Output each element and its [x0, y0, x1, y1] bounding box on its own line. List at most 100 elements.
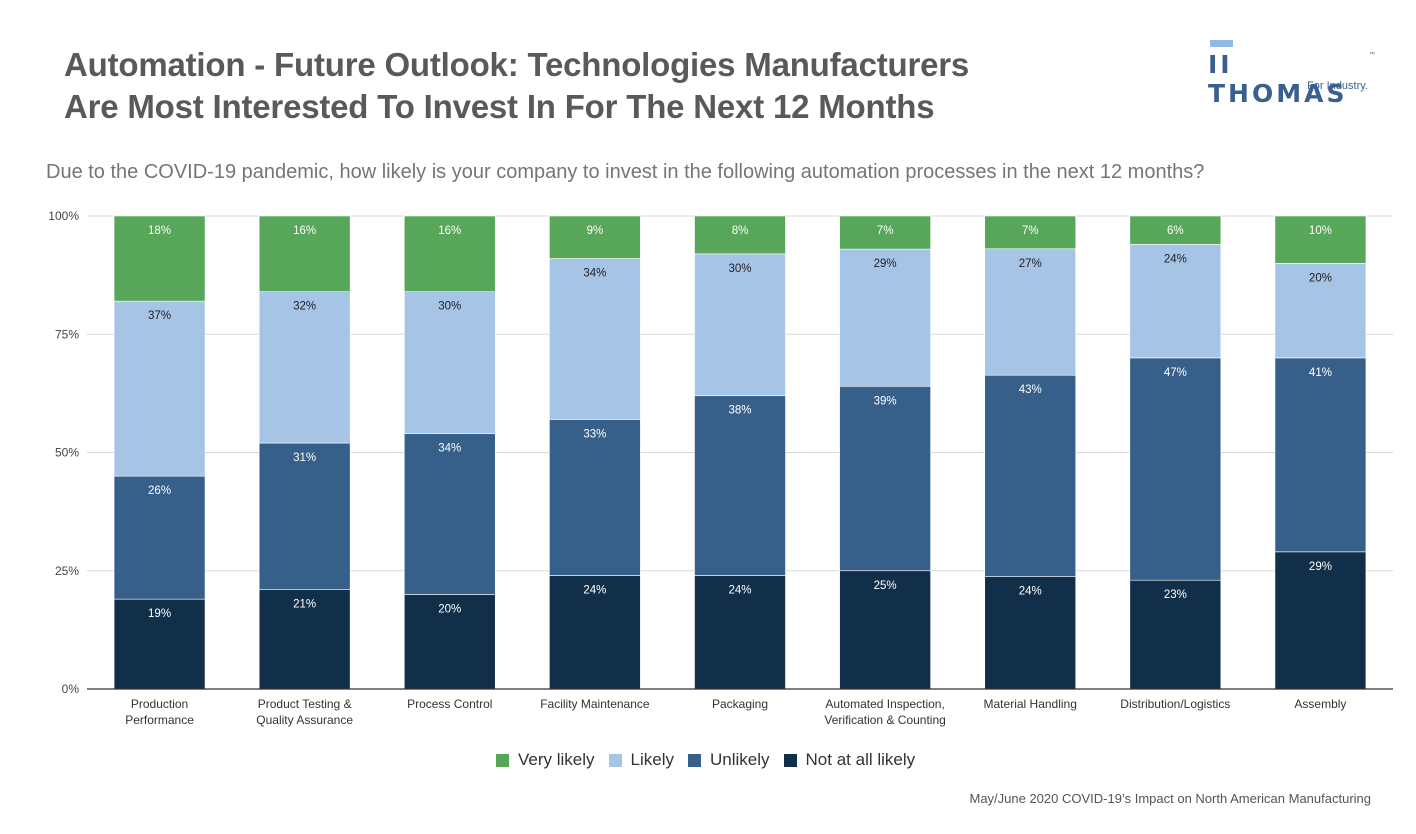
y-tick-label: 0%: [62, 682, 80, 696]
data-label: 39%: [874, 395, 897, 407]
x-category-label: Product Testing &: [258, 697, 352, 711]
x-category-label: Material Handling: [984, 697, 1077, 711]
x-category-label: Verification & Counting: [824, 713, 945, 727]
legend-swatch-icon: [688, 753, 701, 767]
bar-segment-likely: [258, 291, 351, 444]
x-category-label: Automated Inspection,: [825, 697, 944, 711]
bar-segment-unlikely: [258, 442, 351, 590]
bar-segment-not-at-all-likely: [1274, 551, 1367, 690]
data-label: 26%: [148, 485, 171, 497]
stacked-bar-chart: 0% 25% 50% 75% 100% 19% 26% 37% 18% Production Per…: [48, 209, 1393, 727]
y-tick-label: 50%: [55, 446, 79, 460]
chart-legend: Very likely Likely Unlikely Not at all like…: [496, 750, 915, 770]
data-label: 7%: [877, 225, 894, 237]
bar-segment-unlikely: [694, 395, 786, 576]
data-label: 21%: [293, 599, 316, 611]
bar-segment-unlikely: [549, 419, 641, 576]
bar-segment-very-likely: [984, 215, 1077, 250]
legend-item: Not at all likely: [783, 750, 916, 770]
y-tick-label: 75%: [55, 327, 79, 341]
data-label: 24%: [1019, 586, 1042, 598]
thomas-logo: II THOMAS ™ For Industry.: [1206, 38, 1376, 108]
legend-label: Not at all likely: [805, 750, 916, 769]
legend-swatch-icon: [496, 753, 509, 767]
logo-tagline: For Industry.: [1307, 80, 1368, 92]
x-category-label: Facility Maintenance: [540, 697, 650, 711]
data-label: 24%: [1164, 253, 1187, 265]
data-label: 33%: [583, 428, 606, 440]
y-tick-label: 25%: [55, 564, 79, 578]
data-label: 16%: [293, 225, 316, 237]
bar-segment-very-likely: [113, 215, 206, 302]
bar-segment-not-at-all-likely: [549, 575, 641, 690]
x-category-label: Performance: [125, 713, 194, 727]
x-category-label: Assembly: [1294, 697, 1346, 711]
x-category-label: Packaging: [712, 697, 768, 711]
logo-pillars-icon: II: [1208, 50, 1233, 79]
bar-segment-likely: [549, 258, 641, 420]
logo-name: THOMAS: [1208, 79, 1348, 108]
data-label: 30%: [438, 301, 461, 313]
legend-label: Likely: [630, 750, 674, 769]
chart-title: Automation - Future Outlook: Technologie…: [64, 44, 969, 128]
legend-label: Very likely: [518, 750, 595, 769]
data-label: 23%: [1164, 589, 1187, 601]
bar-segment-very-likely: [1129, 215, 1222, 245]
bar-segment-not-at-all-likely: [1129, 579, 1222, 690]
x-category-label: Quality Assurance: [256, 713, 353, 727]
bar-segment-likely: [403, 291, 496, 434]
data-label: 34%: [583, 268, 606, 280]
y-tick-label: 100%: [48, 209, 79, 223]
data-label: 24%: [583, 584, 606, 596]
data-label: 38%: [728, 405, 751, 417]
data-label: 20%: [1309, 272, 1332, 284]
data-label: 29%: [874, 258, 897, 270]
data-label: 10%: [1309, 225, 1332, 237]
bar-segment-unlikely: [1129, 357, 1222, 581]
bar-segment-very-likely: [1274, 215, 1367, 264]
legend-swatch-icon: [783, 753, 797, 767]
bar-segment-likely: [984, 248, 1077, 376]
bar-segment-very-likely: [839, 215, 931, 250]
data-label: 16%: [438, 225, 461, 237]
data-label: 27%: [1019, 258, 1042, 270]
bar-segment-not-at-all-likely: [694, 575, 786, 690]
data-label: 32%: [293, 301, 316, 313]
bar-segment-very-likely: [403, 215, 496, 292]
legend-item: Unlikely: [688, 750, 770, 770]
bar-segment-very-likely: [258, 215, 351, 292]
data-label: 20%: [438, 603, 461, 615]
bar-segment-not-at-all-likely: [839, 570, 931, 690]
data-label: 41%: [1309, 367, 1332, 379]
data-label: 9%: [587, 225, 604, 237]
data-label: 34%: [438, 443, 461, 455]
bar-segment-likely: [1129, 244, 1222, 359]
legend-item: Very likely: [496, 750, 595, 770]
data-label: 19%: [148, 608, 171, 620]
bar-segment-unlikely: [839, 385, 931, 572]
bar-segment-not-at-all-likely: [984, 576, 1077, 690]
x-category-label: Process Control: [407, 697, 492, 711]
logo-trademark: ™: [1369, 52, 1375, 58]
bar-segment-likely: [113, 300, 206, 477]
data-label: 29%: [1309, 561, 1332, 573]
legend-item: Likely: [608, 750, 674, 770]
data-label: 37%: [148, 310, 171, 322]
data-label: 24%: [728, 584, 751, 596]
data-label: 43%: [1019, 384, 1042, 396]
data-label: 47%: [1164, 367, 1187, 379]
bar-segment-unlikely: [403, 433, 496, 595]
bar-segment-unlikely: [1274, 357, 1367, 553]
data-label: 18%: [148, 225, 171, 237]
bar-segment-likely: [694, 253, 786, 397]
bar-segment-not-at-all-likely: [403, 594, 496, 690]
bar-segment-unlikely: [984, 374, 1077, 577]
bar-segment-very-likely: [694, 215, 786, 255]
chart-title-line-2: Are Most Interested To Invest In For The…: [64, 88, 935, 125]
legend-label: Unlikely: [710, 750, 770, 769]
chart-subtitle: Due to the COVID-19 pandemic, how likely…: [46, 161, 1205, 183]
x-category-label: Production: [131, 697, 188, 711]
bar-segment-not-at-all-likely: [258, 589, 351, 690]
chart-title-line-1: Automation - Future Outlook: Technologie…: [64, 46, 970, 83]
bar-segment-very-likely: [549, 215, 641, 259]
